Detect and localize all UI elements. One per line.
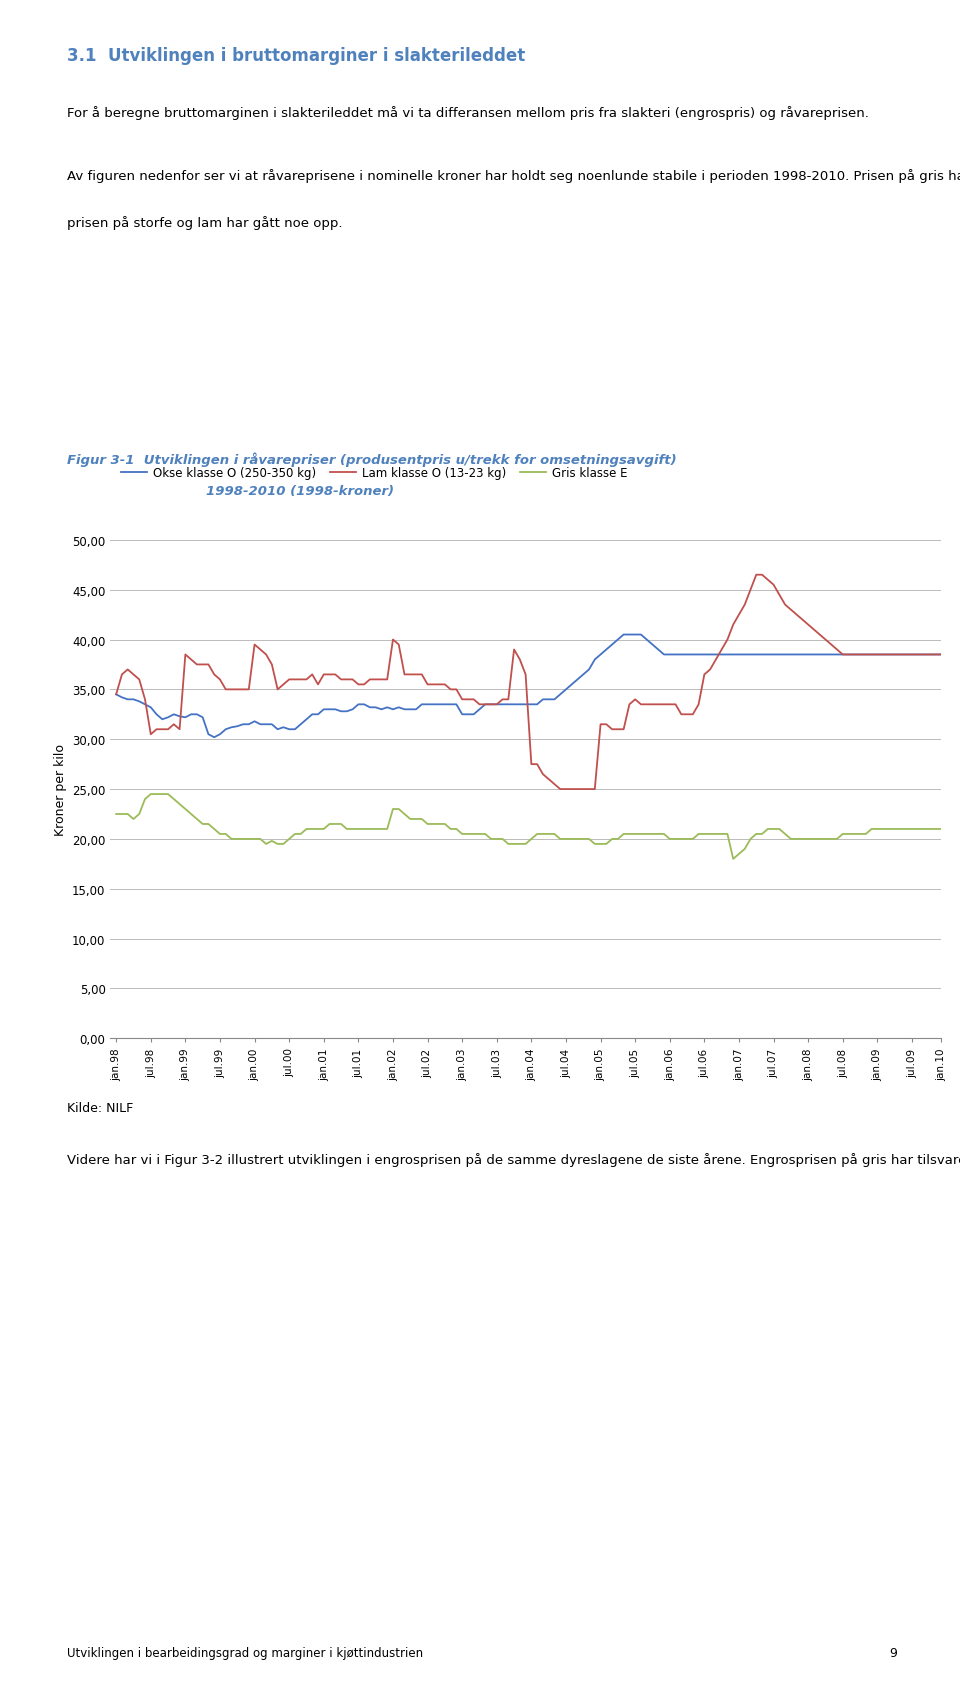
Line: Gris klasse E: Gris klasse E bbox=[116, 794, 941, 860]
Gris klasse E bbox=[174, 794, 185, 814]
Text: Av figuren nedenfor ser vi at råvareprisene i nominelle kroner har holdt seg noe: Av figuren nedenfor ser vi at råvarepris… bbox=[67, 169, 960, 182]
Gris klasse E bbox=[785, 829, 797, 850]
Text: 1998-2010 (1998-kroner): 1998-2010 (1998-kroner) bbox=[206, 485, 395, 498]
Gris klasse E bbox=[237, 829, 249, 850]
Okse klasse O (250-350 kg) bbox=[168, 704, 180, 725]
Lam klasse O (13-23 kg) bbox=[555, 779, 566, 799]
Gris klasse E bbox=[797, 829, 808, 850]
Lam klasse O (13-23 kg) bbox=[110, 684, 122, 704]
Lam klasse O (13-23 kg) bbox=[168, 714, 180, 735]
Lam klasse O (13-23 kg) bbox=[935, 645, 947, 665]
Y-axis label: Kroner per kilo: Kroner per kilo bbox=[54, 743, 66, 836]
Line: Lam klasse O (13-23 kg): Lam klasse O (13-23 kg) bbox=[116, 576, 941, 789]
Okse klasse O (250-350 kg) bbox=[797, 645, 808, 665]
Gris klasse E bbox=[145, 784, 156, 804]
Okse klasse O (250-350 kg) bbox=[237, 714, 249, 735]
Lam klasse O (13-23 kg) bbox=[751, 566, 762, 586]
Okse klasse O (250-350 kg) bbox=[370, 698, 381, 718]
Gris klasse E bbox=[370, 819, 381, 839]
Text: 9: 9 bbox=[890, 1645, 898, 1659]
Text: Figur 3-1  Utviklingen i råvarepriser (produsentpris u/trekk for omsetningsavgif: Figur 3-1 Utviklingen i råvarepriser (pr… bbox=[67, 453, 677, 468]
Gris klasse E bbox=[728, 850, 739, 870]
Gris klasse E bbox=[705, 824, 716, 844]
Lam klasse O (13-23 kg) bbox=[785, 600, 797, 620]
Text: Videre har vi i Figur 3-2 illustrert utviklingen i engrosprisen på de samme dyre: Videre har vi i Figur 3-2 illustrert utv… bbox=[67, 1152, 960, 1165]
Text: For å beregne bruttomarginen i slakterileddet må vi ta differansen mellom pris f: For å beregne bruttomarginen i slakteril… bbox=[67, 106, 869, 120]
Lam klasse O (13-23 kg) bbox=[705, 660, 716, 681]
Legend: Okse klasse O (250-350 kg), Lam klasse O (13-23 kg), Gris klasse E: Okse klasse O (250-350 kg), Lam klasse O… bbox=[116, 461, 633, 485]
Gris klasse E bbox=[935, 819, 947, 839]
Text: Kilde: NILF: Kilde: NILF bbox=[67, 1101, 133, 1115]
Text: 3.1  Utviklingen i bruttomarginer i slakterileddet: 3.1 Utviklingen i bruttomarginer i slakt… bbox=[67, 47, 525, 66]
Gris klasse E bbox=[110, 804, 122, 824]
Okse klasse O (250-350 kg) bbox=[785, 645, 797, 665]
Text: prisen på storfe og lam har gått noe opp.: prisen på storfe og lam har gått noe opp… bbox=[67, 216, 343, 230]
Okse klasse O (250-350 kg) bbox=[110, 684, 122, 704]
Lam klasse O (13-23 kg) bbox=[231, 679, 243, 699]
Line: Okse klasse O (250-350 kg): Okse klasse O (250-350 kg) bbox=[116, 635, 941, 738]
Okse klasse O (250-350 kg) bbox=[618, 625, 630, 645]
Okse klasse O (250-350 kg) bbox=[935, 645, 947, 665]
Okse klasse O (250-350 kg) bbox=[208, 728, 220, 748]
Lam klasse O (13-23 kg) bbox=[797, 610, 808, 630]
Okse klasse O (250-350 kg) bbox=[710, 645, 722, 665]
Text: Utviklingen i bearbeidingsgrad og marginer i kjøttindustrien: Utviklingen i bearbeidingsgrad og margin… bbox=[67, 1645, 423, 1659]
Lam klasse O (13-23 kg) bbox=[364, 671, 375, 691]
